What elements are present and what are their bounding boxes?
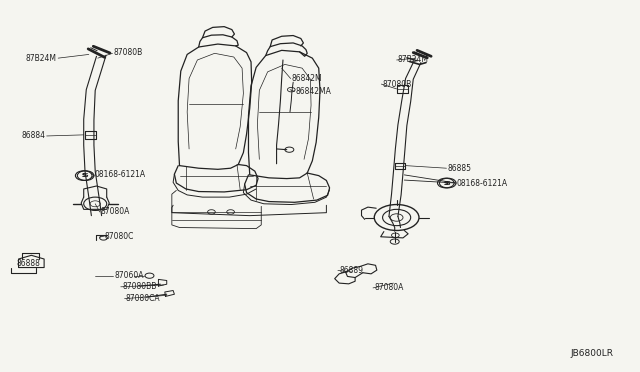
Text: 86884: 86884 [21, 131, 45, 141]
Text: 87080B: 87080B [383, 80, 412, 89]
Text: 87080B: 87080B [113, 48, 142, 57]
Text: JB6800LR: JB6800LR [570, 349, 613, 358]
Text: S: S [81, 173, 86, 178]
Text: S: S [444, 180, 448, 186]
Text: 87080CA: 87080CA [126, 294, 161, 303]
Text: S: S [83, 173, 88, 178]
Text: 87080C: 87080C [105, 231, 134, 241]
Text: 87080BB: 87080BB [122, 282, 156, 291]
Text: 87080A: 87080A [101, 208, 131, 217]
Text: 87060A: 87060A [115, 271, 144, 280]
Text: 08168-6121A: 08168-6121A [456, 179, 507, 187]
Text: 08168-6121A: 08168-6121A [95, 170, 146, 179]
Text: S: S [81, 173, 86, 178]
Text: S: S [445, 180, 450, 186]
Text: 86885: 86885 [448, 164, 472, 173]
Text: 87B24M: 87B24M [398, 55, 429, 64]
Text: 86888: 86888 [17, 259, 40, 268]
Text: 87B24M: 87B24M [26, 54, 57, 62]
Text: S: S [444, 180, 448, 186]
Text: 86842MA: 86842MA [296, 87, 332, 96]
Text: 86842M: 86842M [291, 74, 322, 83]
Text: 87080A: 87080A [374, 283, 404, 292]
Text: 86889: 86889 [339, 266, 363, 275]
